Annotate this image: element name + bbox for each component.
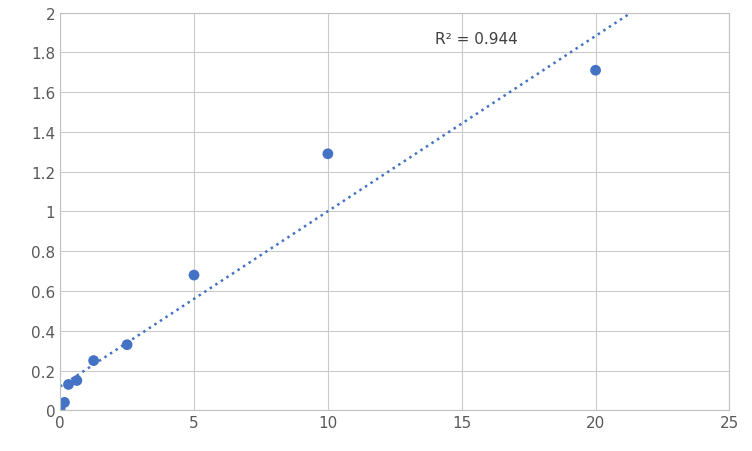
Text: R² = 0.944: R² = 0.944 [435,32,517,47]
Point [59,399,71,406]
Point [590,68,602,75]
Point [322,151,334,158]
Point [71,377,83,384]
Point [62,381,74,388]
Point [121,341,133,349]
Point [87,357,99,364]
Point [188,272,200,279]
Point [54,405,66,412]
